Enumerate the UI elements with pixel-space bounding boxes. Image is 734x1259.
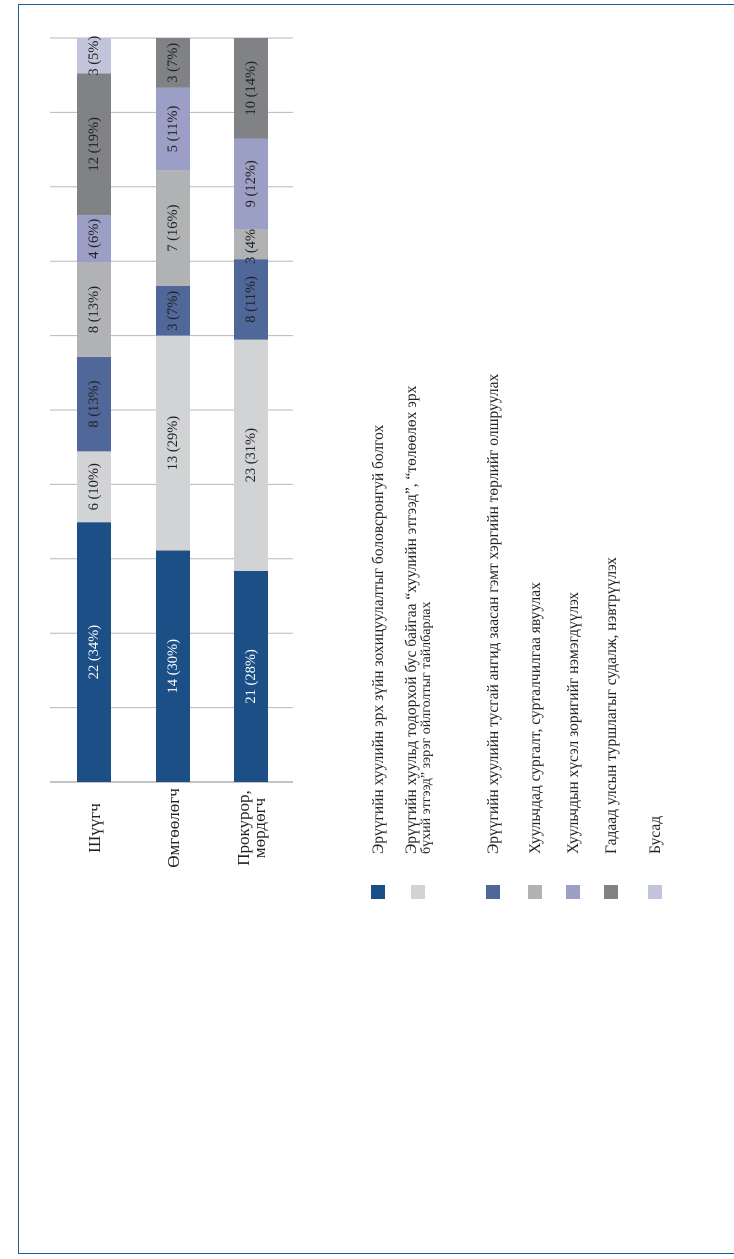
legend-label: Хуульчдын хүсэл зоригийг нэмэгдүүлэх [565,592,582,854]
data-label: 13 (29%) [165,416,181,471]
legend-swatch [566,885,580,899]
category-label: Өмгөөлөгч [164,788,183,868]
bar-segment [234,339,268,571]
data-label: 4 (6%) [86,219,102,259]
legend-swatch [648,885,662,899]
data-label: 3 (7%) [165,43,181,83]
data-label: 22 (34%) [86,625,102,680]
bar-segment [234,259,268,340]
data-label: 12 (19%) [86,117,102,172]
bar-segment [156,335,190,551]
bar-segment [156,286,190,336]
bar-segment [77,356,111,452]
data-label: 7 (16%) [165,204,181,251]
data-label: 14 (30%) [165,639,181,694]
data-label: 6 (10%) [86,463,102,510]
bar-segment [234,38,268,139]
bar-segment [77,38,111,74]
data-label: 5 (11%) [165,105,181,152]
bar-segment [77,522,111,782]
legend-label: Бусад [647,816,664,854]
bar-segment [77,73,111,216]
data-label: 8 (13%) [86,286,102,333]
chart-area: 22 (34%) 6 (10%) 8 (13%) 8 (13%) 4 (6%) 12 (1… [50,36,293,868]
data-label: 21 (28%) [243,649,259,704]
legend-swatch [604,885,618,899]
legend-swatch [486,885,500,899]
legend-swatch [411,885,425,899]
data-label: 3 (4%) [243,224,259,264]
data-label: 9 (12%) [243,160,259,207]
legend-label: Гадаад улсын туршлагыг судалж, нэвтрүүлэ… [603,557,620,854]
legend-label: Хуульчдад сургалт, сурталчилгаа явуулах [527,582,544,854]
legend: Эрүүгийн хуулийн эрх зүйн зохицуулалтыг … [370,374,664,899]
legend-swatch [371,885,385,899]
figure-frame [18,4,734,1254]
bar-segment [156,550,190,782]
bar-segment [156,170,190,286]
category-label: Прокурор,мөрдөгч [234,790,269,866]
bar-segment [156,87,190,171]
data-label: 8 (11%) [243,276,259,323]
data-label: 10 (14%) [243,61,259,116]
bar-segment [77,262,111,357]
data-label: 3 (7%) [165,291,181,331]
bar-segment [234,229,268,260]
legend-label: Эрүүгийн хуульд тодорхой бус байгаа “хуу… [403,385,434,854]
bar-segment [156,38,190,88]
bar-segment [77,215,111,263]
legend-label: Эрүүгийн хуулийн тусгай ангид заасан гэм… [485,374,502,854]
data-label: 3 (5%) [86,36,102,76]
legend-label: Эрүүгийн хуулийн эрх зүйн зохицуулалтыг … [370,425,387,854]
legend-swatch [528,885,542,899]
bar-segment [234,138,268,230]
bar-segment [234,570,268,782]
bar-segment [77,451,111,523]
data-label: 8 (13%) [86,380,102,427]
category-label: Шүүгч [85,803,104,853]
data-label: 23 (31%) [243,428,259,483]
